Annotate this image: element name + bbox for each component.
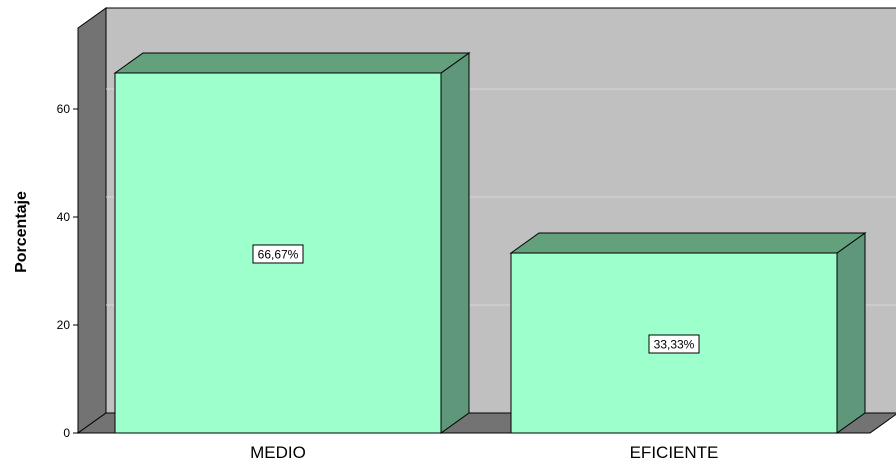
bar-side <box>440 52 470 434</box>
y-tick-label: 0 <box>63 426 70 440</box>
data-label: 33,33% <box>654 338 695 352</box>
y-tick-label: 20 <box>57 318 71 332</box>
data-label-box <box>648 334 700 354</box>
y-tick-label: 60 <box>57 102 71 116</box>
bar-eficiente: 33,33% <box>509 232 867 434</box>
x-tick-label: EFICIENTE <box>630 443 719 461</box>
x-tick-label: MEDIO <box>250 443 306 461</box>
x-axis: MEDIO EFICIENTE <box>250 443 718 461</box>
bar-side <box>836 232 866 434</box>
y-axis: 0 20 40 60 <box>57 102 78 440</box>
bar-top <box>509 232 867 254</box>
bar-top <box>113 52 471 74</box>
y-axis-label: Porcentaje <box>13 191 30 273</box>
data-label: 66,67% <box>258 247 299 261</box>
left-wall <box>77 7 107 434</box>
bars: 66,67% 33,33% <box>113 52 867 434</box>
bar-medio: 66,67% <box>113 52 471 434</box>
y-tick-label: 40 <box>57 210 71 224</box>
data-label-box <box>252 244 304 264</box>
